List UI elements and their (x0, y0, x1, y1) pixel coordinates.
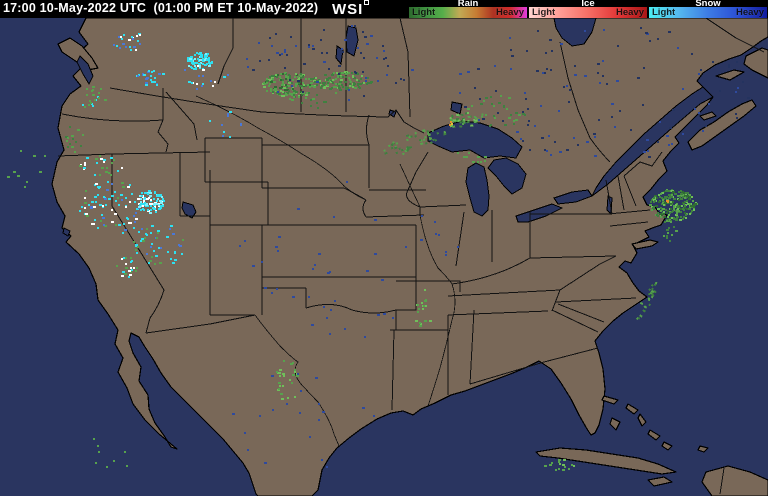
precip-cluster-nd-rain-east (313, 71, 373, 91)
legend-rain-heavy-label: Heavy (496, 7, 524, 18)
anticosti-island (715, 69, 745, 81)
precip-cluster-arkansas-rain (415, 289, 432, 327)
precip-cluster-michigan-specks (457, 152, 487, 163)
precip-cluster-idaho-specks (209, 111, 242, 138)
legend-snow-heavy-label: Heavy (736, 7, 764, 18)
haiti-dr-border (719, 467, 725, 495)
precip-cluster-norcal-snow-field (79, 181, 146, 234)
precip-cluster-oregon-rain (79, 155, 123, 176)
prince-edward-island (699, 111, 717, 121)
missouri-river (195, 95, 367, 201)
legend-rain-light-label: Light (412, 7, 436, 18)
precip-cluster-capecod-orange (666, 200, 669, 203)
puget-sound (76, 55, 94, 86)
lake-erie (515, 203, 564, 223)
vancouver-island (57, 37, 99, 71)
bahamas-5 (647, 429, 661, 441)
precip-cluster-newengland-rain-blob (649, 189, 698, 221)
legend-ice-gradient-bar: Light Heavy (529, 7, 647, 18)
legend-group-rain: Rain Light Heavy (408, 0, 528, 18)
legend-ice-heavy-label: Heavy (616, 7, 644, 18)
long-island (631, 239, 659, 250)
precip-cluster-montana-snow-scatter (184, 65, 229, 90)
newfoundland (743, 47, 768, 79)
lake-nipigon (450, 101, 463, 115)
legend-ice-title: Ice (581, 0, 595, 9)
precip-cluster-us-lake-specks (239, 181, 459, 338)
precip-cluster-mexico-specks (232, 373, 375, 468)
western-state-borders (57, 88, 269, 334)
precipitation-layer (7, 25, 750, 471)
mississippi-river (399, 163, 456, 407)
precip-cluster-newengland-rain-tail (663, 219, 678, 242)
precip-cluster-cuba-rain (544, 459, 575, 471)
us-canada-border (109, 87, 663, 177)
hispaniola (701, 465, 768, 496)
legend-snow-light-label: Light (652, 7, 676, 18)
rivers (195, 95, 456, 447)
precip-cluster-socal-offshore-rain (93, 438, 128, 468)
st-lawrence-river (591, 86, 714, 197)
bahamas-1 (601, 395, 619, 405)
precip-cluster-midatlantic-offshore-rain (636, 281, 658, 320)
precip-cluster-puget-rain (82, 86, 107, 108)
wsi-logo: WSI (332, 0, 370, 18)
legend-group-snow: Snow Light Heavy (648, 0, 768, 18)
legend-rain-gradient-bar: Light Heavy (409, 7, 527, 18)
lake-michigan (465, 162, 490, 217)
bahamas-6 (661, 441, 673, 451)
wsi-trademark-icon (364, 0, 370, 5)
precip-cluster-canada-lakes-east (459, 27, 750, 158)
timestamp-text: 17:00 10-May-2022 UTC (01:00 PM ET 10-Ma… (3, 1, 319, 15)
bahamas-7 (697, 445, 709, 453)
radar-map-canvas (0, 18, 768, 496)
precip-cluster-canada-lakes-west (246, 25, 414, 101)
james-bay (553, 18, 597, 47)
precip-cluster-bc-coast-snow (113, 33, 141, 51)
legend-rain-title: Rain (457, 0, 479, 9)
legend-snow-title: Snow (695, 0, 721, 9)
precip-cluster-oregon-coast-rain (65, 126, 84, 153)
precip-cluster-thunderbay-orange (449, 121, 453, 126)
precip-cluster-ontario-rain-specks (467, 95, 526, 127)
precip-cluster-wa-cascades-snow (136, 70, 165, 86)
legend-ice-light-label: Light (532, 7, 556, 18)
legend-group-ice: Ice Light Heavy (528, 0, 648, 18)
lakes (62, 18, 714, 237)
header-bar: 17:00 10-May-2022 UTC (01:00 PM ET 10-Ma… (0, 0, 768, 18)
bahamas-3 (609, 417, 621, 431)
precip-cluster-bigbend-rain (276, 360, 299, 400)
precip-cluster-superior-north-rain (449, 111, 484, 128)
precip-cluster-superior-border-rain (383, 129, 447, 156)
precip-cluster-sierra-snow (116, 257, 138, 278)
precip-cluster-nevada-snow-scatter (133, 225, 184, 265)
lake-huron (487, 157, 527, 195)
legend-snow-gradient-bar: Light Heavy (649, 7, 767, 18)
jamaica (647, 476, 673, 487)
precip-cluster-nevada-snow-dense (137, 190, 165, 214)
great-salt-lake (181, 201, 197, 219)
canada-province-borders (217, 18, 765, 163)
nova-scotia (687, 99, 757, 151)
cuba (535, 447, 677, 475)
state-borders (57, 18, 765, 495)
bahamas-2 (625, 403, 639, 415)
precip-legend: Rain Light Heavy Ice Light Heavy Snow Li… (408, 0, 768, 18)
bahamas-4 (637, 413, 647, 427)
rio-grande-river (254, 314, 340, 447)
eastern-state-borders (406, 151, 651, 395)
san-francisco-bay (62, 227, 71, 237)
precip-cluster-pacific-offshore-rain (7, 150, 46, 188)
